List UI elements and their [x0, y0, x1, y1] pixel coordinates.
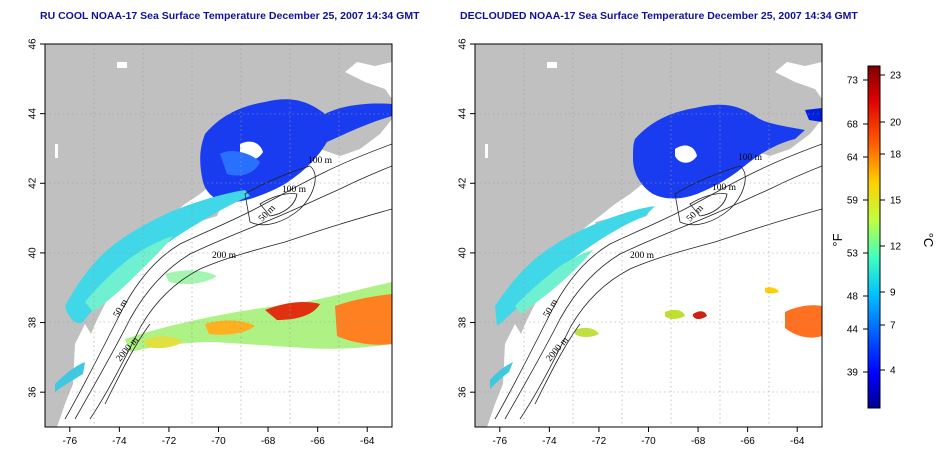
left-lon-tick-label: -68 [261, 436, 276, 447]
right-map-panel: 100 m 100 m 50 m 200 m 50 m 2000 m [474, 43, 823, 428]
left-lon-tick-label: -66 [310, 436, 325, 447]
left-contour-label-100b: 100 m [282, 185, 307, 195]
colorbar-gradient [867, 65, 881, 409]
left-lon-tick-label: -76 [63, 436, 78, 447]
left-lat-tick-label: 46 [28, 38, 39, 50]
right-lat-tick-label: 38 [458, 317, 469, 329]
right-lon-tick-label: -66 [740, 436, 755, 447]
left-lat-tick-label: 44 [28, 108, 39, 120]
right-sst-warm-patches [785, 305, 822, 338]
colorbar-c-tick-label: 9 [890, 288, 896, 299]
right-sst-gulf-of-maine [633, 104, 805, 199]
colorbar-f-tick-label: 68 [847, 120, 859, 131]
colorbar-fahrenheit-label: °F [830, 233, 845, 246]
right-lat-tick-label: 40 [458, 247, 469, 259]
left-contour-label-100a: 100 m [308, 156, 333, 166]
left-lon-tick-label: -70 [211, 436, 226, 447]
right-contour-label-100a: 100 m [738, 153, 763, 163]
left-lat-tick-label: 36 [28, 386, 39, 398]
colorbar-f-tick-label: 39 [847, 368, 859, 379]
colorbar-f-tick-label: 53 [847, 249, 859, 260]
colorbar-f-tick-label: 59 [847, 196, 859, 207]
colorbar-f-tick-label: 44 [847, 325, 859, 336]
colorbar-f-tick-label: 48 [847, 292, 859, 303]
colorbar-celsius-label: °C [921, 233, 936, 248]
colorbar-c-tick-label: 12 [890, 242, 902, 253]
left-axis-ticks: -76 -74 -72 -70 -68 -66 -64 36 38 40 42 44 46 [28, 38, 375, 447]
colorbar-c-tick-label: 4 [890, 366, 896, 377]
right-lat-tick-label: 46 [458, 38, 469, 50]
left-panel-title: RU COOL NOAA-17 Sea Surface Temperature … [40, 10, 420, 22]
right-lon-tick-label: -70 [641, 436, 656, 447]
left-sst-shelf [65, 190, 250, 324]
right-axis-ticks: -76 -74 -72 -70 -68 -66 -64 36 38 40 42 44 46 [458, 38, 805, 447]
colorbar-c-tick-label: 20 [890, 118, 902, 129]
colorbar-c-tick-label: 18 [890, 150, 902, 161]
right-sst-shelf [495, 206, 655, 326]
right-lon-tick-label: -64 [790, 436, 805, 447]
colorbar: 73 68 64 59 53 48 44 39 23 20 18 15 12 9 7 4 °F °C [830, 65, 936, 409]
left-lat-tick-label: 40 [28, 247, 39, 259]
left-map-panel: 100 m 100 m 50 m 200 m 50 m 2000 m [44, 43, 393, 428]
right-lon-tick-label: -76 [493, 436, 508, 447]
right-lon-tick-label: -68 [691, 436, 706, 447]
right-lat-tick-label: 44 [458, 108, 469, 120]
right-contour-label-200: 200 m [630, 251, 655, 261]
right-lat-tick-label: 36 [458, 386, 469, 398]
colorbar-c-tick-label: 15 [890, 196, 902, 207]
colorbar-f-tick-label: 73 [847, 76, 859, 87]
left-lat-tick-label: 38 [28, 317, 39, 329]
colorbar-c-tick-label: 23 [890, 71, 902, 82]
right-lon-tick-label: -72 [592, 436, 607, 447]
left-lon-tick-label: -64 [360, 436, 375, 447]
colorbar-c-tick-label: 7 [890, 321, 896, 332]
left-sst-gulf-of-maine [200, 99, 392, 203]
left-sst-gulfstream [125, 282, 392, 352]
colorbar-f-tick-label: 64 [847, 153, 859, 164]
right-panel-title: DECLOUDED NOAA-17 Sea Surface Temperatur… [460, 10, 858, 22]
right-contour-label-100b: 100 m [712, 183, 737, 193]
right-lon-tick-label: -74 [542, 436, 557, 447]
left-contour-label-200: 200 m [212, 251, 237, 261]
left-lon-tick-label: -74 [112, 436, 127, 447]
left-lon-tick-label: -72 [162, 436, 177, 447]
right-lat-tick-label: 42 [458, 177, 469, 189]
left-lat-tick-label: 42 [28, 177, 39, 189]
